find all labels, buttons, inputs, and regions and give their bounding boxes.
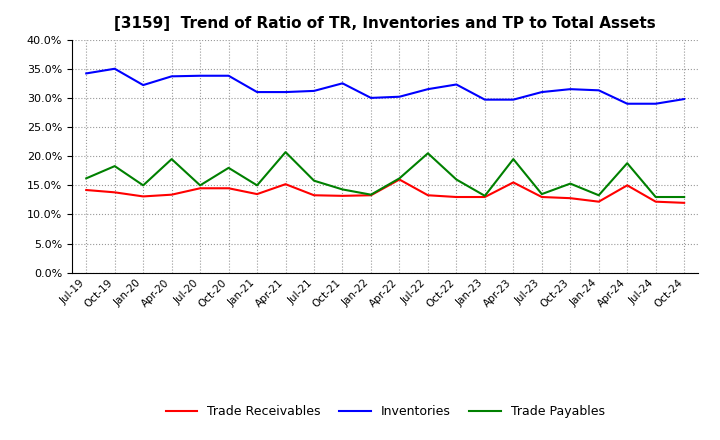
- Trade Receivables: [423, 193, 432, 198]
- Inventories: [480, 97, 489, 102]
- Trade Receivables: [509, 180, 518, 185]
- Trade Payables: [225, 165, 233, 170]
- Inventories: [452, 82, 461, 87]
- Inventories: [566, 87, 575, 92]
- Trade Receivables: [282, 182, 290, 187]
- Trade Receivables: [167, 192, 176, 197]
- Title: [3159]  Trend of Ratio of TR, Inventories and TP to Total Assets: [3159] Trend of Ratio of TR, Inventories…: [114, 16, 656, 32]
- Trade Payables: [196, 183, 204, 188]
- Trade Payables: [423, 150, 432, 156]
- Trade Receivables: [452, 194, 461, 200]
- Trade Receivables: [82, 187, 91, 193]
- Trade Receivables: [196, 186, 204, 191]
- Trade Payables: [652, 194, 660, 200]
- Trade Receivables: [366, 193, 375, 198]
- Trade Payables: [595, 193, 603, 198]
- Inventories: [338, 81, 347, 86]
- Inventories: [537, 89, 546, 95]
- Trade Payables: [282, 150, 290, 155]
- Trade Payables: [139, 183, 148, 188]
- Inventories: [196, 73, 204, 78]
- Trade Payables: [680, 194, 688, 200]
- Trade Payables: [395, 176, 404, 181]
- Trade Receivables: [225, 186, 233, 191]
- Trade Receivables: [652, 199, 660, 204]
- Trade Receivables: [110, 190, 119, 195]
- Trade Payables: [537, 191, 546, 197]
- Trade Payables: [82, 176, 91, 181]
- Trade Receivables: [566, 195, 575, 201]
- Trade Payables: [167, 157, 176, 162]
- Trade Receivables: [480, 194, 489, 200]
- Trade Payables: [623, 161, 631, 166]
- Inventories: [110, 66, 119, 71]
- Trade Receivables: [338, 193, 347, 198]
- Trade Payables: [253, 183, 261, 188]
- Trade Receivables: [139, 194, 148, 199]
- Inventories: [509, 97, 518, 102]
- Trade Payables: [509, 157, 518, 162]
- Trade Payables: [452, 177, 461, 182]
- Inventories: [395, 94, 404, 99]
- Trade Receivables: [310, 193, 318, 198]
- Trade Receivables: [623, 183, 631, 188]
- Inventories: [423, 87, 432, 92]
- Inventories: [680, 96, 688, 102]
- Trade Receivables: [395, 177, 404, 182]
- Trade Receivables: [595, 199, 603, 204]
- Inventories: [225, 73, 233, 78]
- Trade Payables: [480, 193, 489, 198]
- Inventories: [652, 101, 660, 106]
- Line: Trade Payables: Trade Payables: [86, 152, 684, 197]
- Trade Payables: [566, 181, 575, 186]
- Line: Trade Receivables: Trade Receivables: [86, 180, 684, 203]
- Trade Receivables: [253, 191, 261, 197]
- Inventories: [366, 95, 375, 100]
- Inventories: [82, 71, 91, 76]
- Inventories: [310, 88, 318, 94]
- Inventories: [139, 82, 148, 88]
- Trade Payables: [338, 187, 347, 192]
- Trade Payables: [310, 178, 318, 183]
- Inventories: [595, 88, 603, 93]
- Inventories: [282, 89, 290, 95]
- Trade Payables: [366, 192, 375, 197]
- Inventories: [167, 73, 176, 79]
- Trade Receivables: [537, 194, 546, 200]
- Inventories: [623, 101, 631, 106]
- Line: Inventories: Inventories: [86, 69, 684, 104]
- Inventories: [253, 89, 261, 95]
- Legend: Trade Receivables, Inventories, Trade Payables: Trade Receivables, Inventories, Trade Pa…: [161, 400, 610, 423]
- Trade Receivables: [680, 200, 688, 205]
- Trade Payables: [110, 164, 119, 169]
